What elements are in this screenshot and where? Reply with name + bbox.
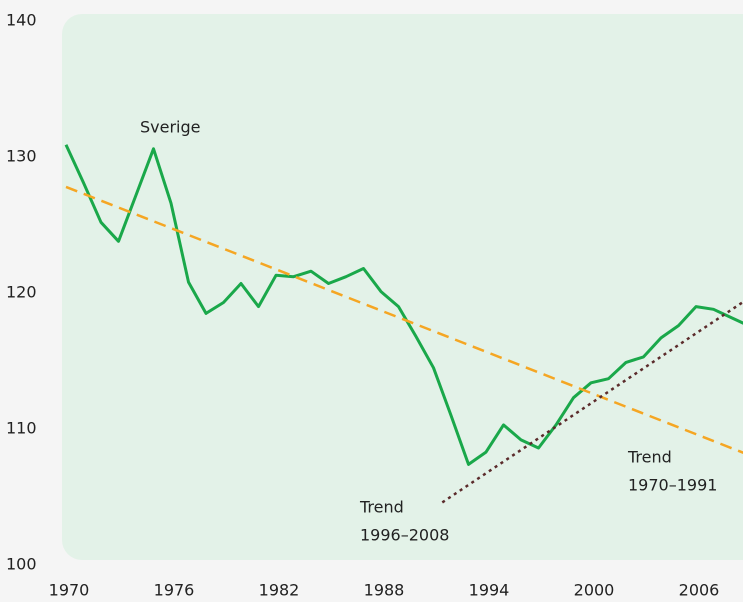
y-tick-label: 100 [6,555,37,574]
series-line [65,185,743,454]
x-tick-label: 2000 [574,581,615,600]
x-tick-label: 1994 [469,581,510,600]
series-label: 1996–2008 [360,526,449,545]
series-label: 1970–1991 [628,476,717,495]
x-tick-label: 1976 [154,581,195,600]
x-tick-label: 2006 [679,581,720,600]
y-tick-label: 120 [6,283,37,302]
y-tick-label: 130 [6,147,37,166]
plot-area [62,14,743,560]
series-label: Trend [359,498,404,517]
x-tick-label: 1982 [259,581,300,600]
y-tick-label: 110 [6,419,37,438]
series-line [441,300,743,504]
series-label: Sverige [140,118,201,137]
x-tick-label: 1988 [364,581,405,600]
series-label: Trend [627,448,672,467]
x-tick-label: 1970 [49,581,90,600]
y-tick-label: 140 [6,11,37,30]
